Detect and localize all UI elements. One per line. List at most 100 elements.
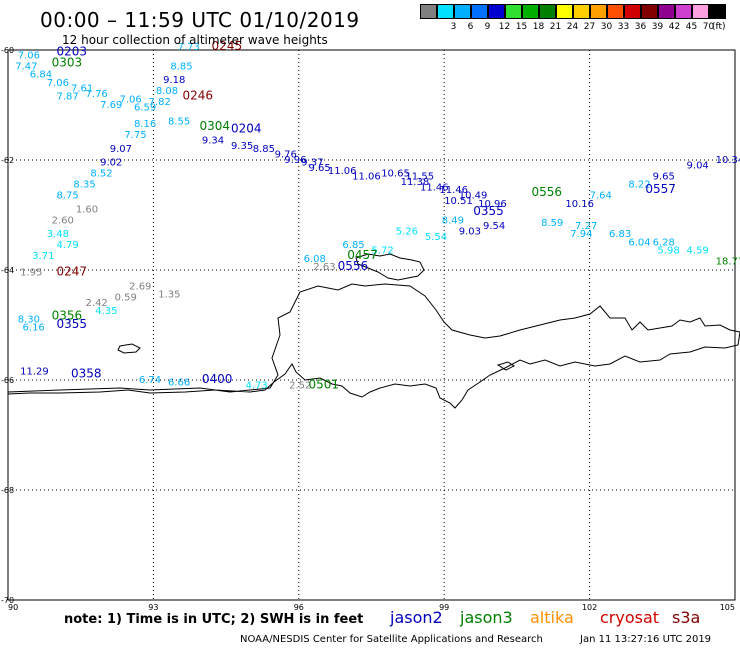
wave-height-label: 1.95 (20, 268, 42, 279)
wave-height-label: 11.55 (405, 171, 434, 182)
wave-height-label: 10.16 (565, 199, 594, 210)
wave-height-label: 18.77 (716, 257, 740, 268)
wave-height-label: 10.34 (716, 155, 740, 166)
legend-swatch (573, 4, 590, 19)
legend-swatch (641, 4, 658, 19)
wave-height-label: 11.46 (420, 182, 449, 193)
lat-tick-label: -68 (1, 486, 14, 495)
lon-tick-label: 99 (439, 603, 449, 612)
wave-height-label: 4.35 (95, 306, 117, 317)
antarctic-coastline (7, 253, 740, 409)
pass-time-label: 0356 (52, 309, 83, 323)
wave-height-label: 7.47 (15, 61, 37, 72)
wave-height-label: 6.08 (304, 254, 326, 265)
lon-tick-label: 93 (148, 603, 158, 612)
satellite-name: jason2 (390, 608, 443, 627)
pass-time-label: 0457 (347, 248, 378, 262)
wave-height-label: 9.18 (163, 75, 185, 86)
legend-bin-label: 39 (651, 22, 664, 32)
wave-height-label: 9.07 (110, 144, 132, 155)
legend-bin-label: 18 (532, 22, 545, 32)
legend-swatch (624, 4, 641, 19)
map-frame (7, 49, 736, 601)
pass-time-label: 0245 (212, 39, 243, 53)
pass-time-label: 0557 (645, 182, 676, 196)
wave-height-label: 11.06 (328, 166, 357, 177)
wave-height-label: 7.94 (570, 229, 592, 240)
wave-height-label: 9.04 (687, 160, 709, 171)
pass-time-label: 0204 (231, 122, 262, 136)
wave-height-label: 2.69 (129, 281, 151, 292)
legend-swatch (522, 4, 539, 19)
wave-height-label: 2.60 (52, 215, 74, 226)
legend-bin-label: 70 (702, 22, 715, 32)
wave-height-label: 3.48 (47, 229, 69, 240)
wave-height-label: 9.34 (202, 136, 224, 147)
pass-time-label: 0355 (56, 317, 87, 331)
legend-swatch (471, 4, 488, 19)
coastline-mainland (7, 283, 740, 409)
wave-height-label: 0.59 (115, 292, 137, 303)
pass-time-label: 0304 (199, 119, 230, 133)
wave-height-label: 2.63 (313, 262, 335, 273)
wave-height-label: 7.06 (47, 78, 69, 89)
pass-time-label: 0556 (531, 185, 562, 199)
page-subtitle: 12 hour collection of altimeter wave hei… (62, 33, 328, 47)
wave-height-label: 8.35 (73, 180, 95, 191)
pass-time-label: 0501 (308, 377, 339, 391)
pass-time-label: 0303 (52, 56, 83, 70)
wave-height-label: 6.84 (30, 70, 52, 81)
wave-height-label: 9.65 (653, 171, 675, 182)
wave-height-label: 8.85 (170, 61, 192, 72)
wave-height-label: 8.08 (156, 86, 178, 97)
legend-bin-label: 6 (467, 22, 474, 32)
wave-height-label: 8.16 (134, 119, 156, 130)
legend-swatch (505, 4, 522, 19)
pass-time-label: 0203 (56, 45, 87, 59)
legend-bin-label: 30 (600, 22, 613, 32)
coastline-ice-shelf (355, 253, 425, 281)
satellite-name: cryosat (600, 608, 660, 627)
lat-tick-label: -64 (1, 266, 14, 275)
credit-line: NOAA/NESDIS Center for Satellite Applica… (240, 634, 543, 645)
wave-height-label: 7.87 (56, 92, 78, 103)
wave-height-label: 6.83 (609, 229, 631, 240)
legend-swatch (539, 4, 556, 19)
wave-height-label: 11.46 (439, 185, 468, 196)
legend-bin-label: 33 (617, 22, 630, 32)
wave-height-label: 10.96 (478, 199, 507, 210)
page-title: 00:00 – 11:59 UTC 01/10/2019 (40, 8, 360, 32)
pass-time-label: 0247 (56, 265, 87, 279)
legend-swatch (607, 4, 624, 19)
legend-unit: (ft) (712, 22, 726, 32)
legend-bin-label: 21 (549, 22, 562, 32)
wave-height-label: 1.60 (76, 204, 98, 215)
pass-time-label: 0556 (338, 259, 369, 273)
legend-swatch (454, 4, 471, 19)
wave-height-label: 4.59 (687, 246, 709, 257)
wave-height-label: 7.82 (149, 97, 171, 108)
legend-bin-label: 9 (484, 22, 491, 32)
wave-height-label: 9.02 (100, 158, 122, 169)
legend-swatch (488, 4, 505, 19)
lon-tick-label: 96 (294, 603, 304, 612)
wave-height-label: 5.26 (396, 226, 418, 237)
legend-swatch (420, 4, 437, 19)
legend-bin-label: 12 (498, 22, 511, 32)
wave-height-label: 6.74 (139, 375, 161, 386)
wave-height-label: 3.71 (32, 251, 54, 262)
legend-bin-label: 45 (685, 22, 698, 32)
wave-height-label: 10.51 (444, 196, 473, 207)
wave-height-label: 9.96 (284, 155, 306, 166)
wave-height-label: 11.29 (20, 367, 49, 378)
pass-time-label: 0358 (71, 366, 102, 380)
graticule: 90 93 96 99 102 105 -60 -62 -64 -66 -68 -70 (1, 46, 736, 612)
wave-height-label: 8.30 (18, 314, 40, 325)
wave-height-label: 7.76 (86, 89, 108, 100)
wave-height-label: 9.54 (483, 221, 505, 232)
wave-height-label: 8.22 (628, 180, 650, 191)
wave-height-label: 7.06 (18, 50, 40, 61)
legend-swatch (709, 4, 726, 19)
satellite-name: jason3 (460, 608, 513, 627)
wave-height-label: 8.55 (168, 116, 190, 127)
